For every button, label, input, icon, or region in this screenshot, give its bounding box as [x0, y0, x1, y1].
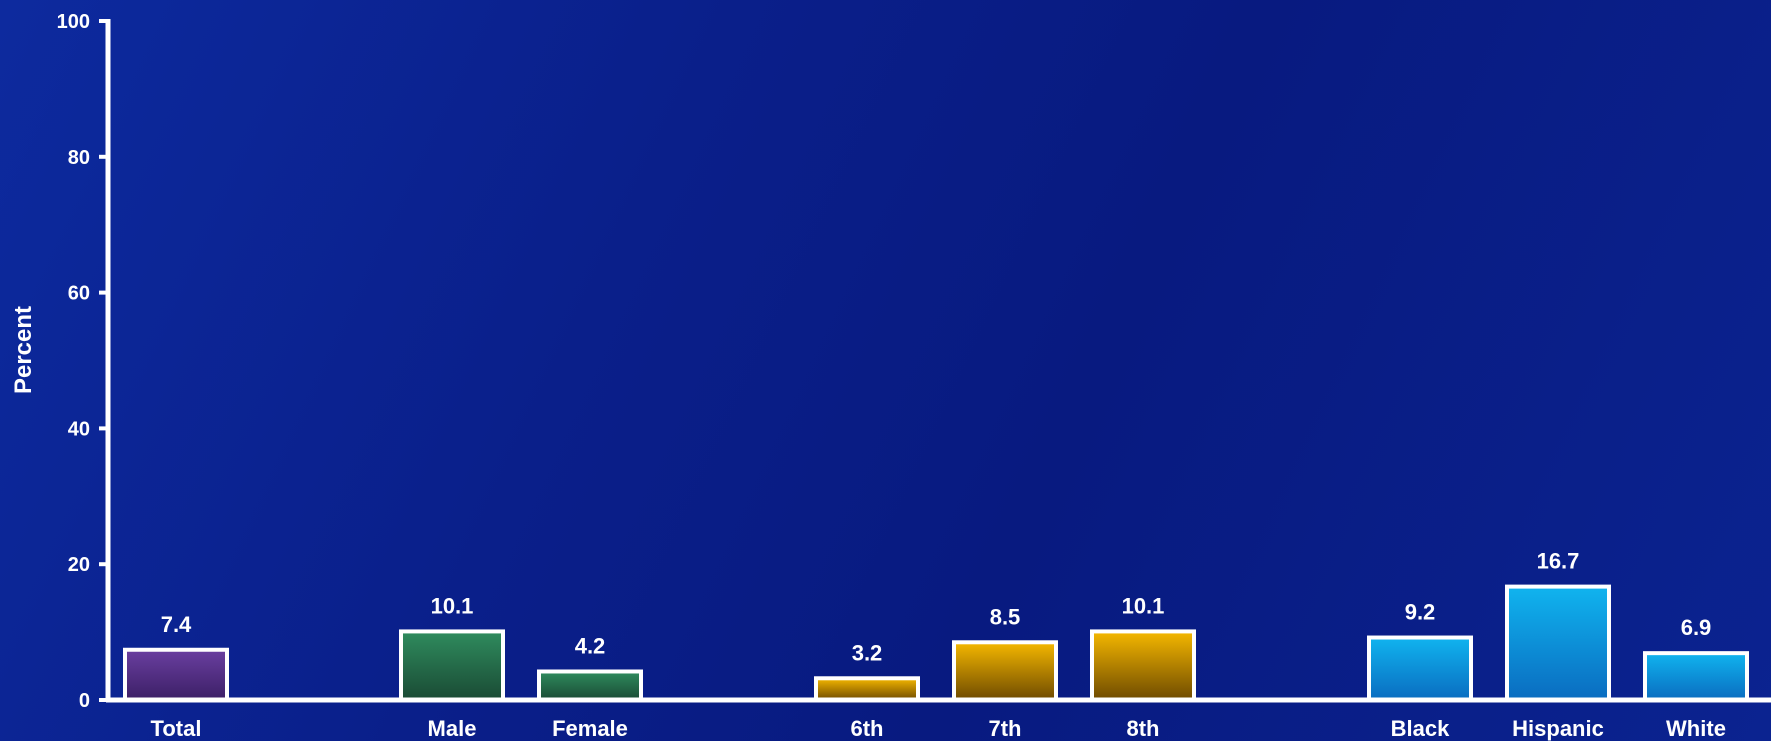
value-label-black: 9.2 [1405, 600, 1436, 625]
bar-female [537, 669, 643, 702]
bar-total [123, 647, 229, 703]
y-tick-label: 60 [68, 283, 90, 305]
value-label-hispanic: 16.7 [1537, 549, 1580, 574]
bar-8th [1090, 629, 1196, 703]
category-label-white: White [1666, 716, 1726, 741]
category-label-6th: 6th [851, 716, 884, 741]
bar-6th [814, 676, 920, 702]
value-label-7th: 8.5 [990, 604, 1021, 629]
bar-hispanic [1505, 584, 1611, 702]
y-tick-label: 0 [79, 690, 90, 712]
y-tick-label: 20 [68, 554, 90, 576]
y-tick-label: 80 [68, 147, 90, 169]
category-label-male: Male [428, 716, 477, 741]
category-label-total: Total [151, 716, 202, 741]
value-label-total: 7.4 [161, 612, 192, 637]
value-label-8th: 10.1 [1122, 593, 1165, 618]
category-label-female: Female [552, 716, 628, 741]
y-tick-label: 100 [57, 11, 90, 33]
category-label-black: Black [1391, 716, 1450, 741]
bar-7th [952, 640, 1058, 702]
category-label-8th: 8th [1127, 716, 1160, 741]
value-label-male: 10.1 [431, 593, 474, 618]
bar-white [1643, 651, 1749, 702]
y-axis-title: Percent [10, 306, 37, 394]
category-label-hispanic: Hispanic [1512, 716, 1604, 741]
bar-male [399, 629, 505, 703]
category-label-7th: 7th [989, 716, 1022, 741]
y-tick-label: 40 [68, 418, 90, 440]
value-label-female: 4.2 [575, 633, 606, 658]
value-label-white: 6.9 [1681, 615, 1712, 640]
bar-black [1367, 635, 1473, 702]
value-label-6th: 3.2 [852, 640, 883, 665]
